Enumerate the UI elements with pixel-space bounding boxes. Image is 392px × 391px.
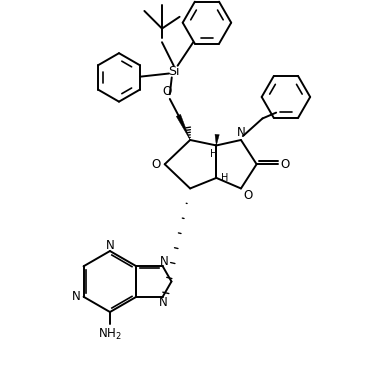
Polygon shape bbox=[215, 135, 219, 145]
Text: O: O bbox=[281, 158, 290, 171]
Text: NH$_2$: NH$_2$ bbox=[98, 327, 122, 342]
Text: H: H bbox=[221, 173, 229, 183]
Text: Si: Si bbox=[168, 65, 180, 78]
Text: O: O bbox=[162, 85, 171, 99]
Text: N: N bbox=[72, 290, 81, 303]
Text: H: H bbox=[209, 149, 217, 159]
Text: N: N bbox=[159, 296, 168, 309]
Text: N: N bbox=[105, 239, 114, 252]
Text: N: N bbox=[160, 255, 169, 268]
Text: N: N bbox=[237, 126, 245, 139]
Text: O: O bbox=[151, 158, 161, 171]
Text: O: O bbox=[243, 189, 252, 202]
Polygon shape bbox=[176, 114, 190, 140]
